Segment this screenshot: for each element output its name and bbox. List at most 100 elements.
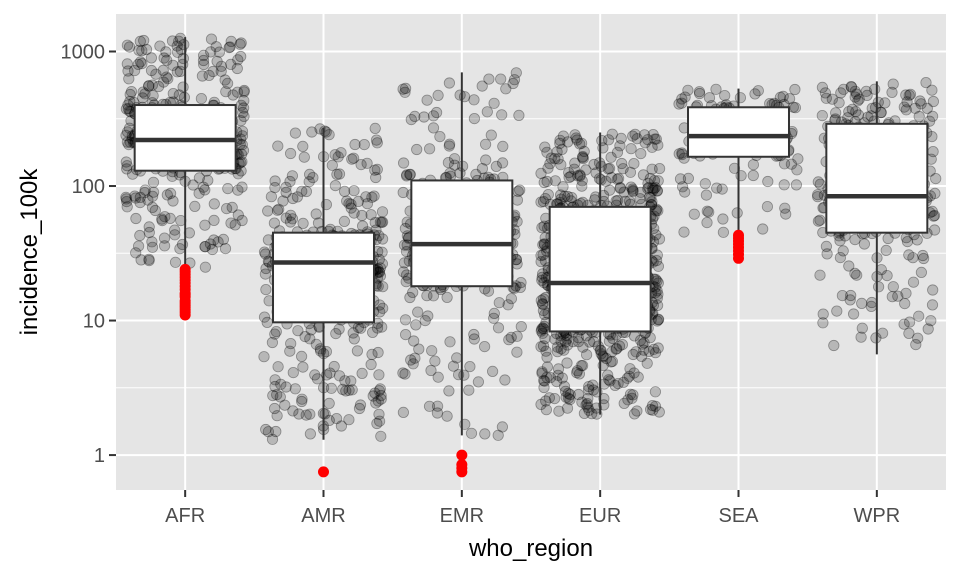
jitter-point xyxy=(638,129,651,141)
jitter-point xyxy=(674,173,687,185)
jitter-point xyxy=(472,376,484,388)
jitter-point xyxy=(875,106,887,119)
jitter-point xyxy=(259,248,272,260)
y-axis-title: incidence_100k xyxy=(16,168,43,336)
jitter-point xyxy=(333,323,345,335)
jitter-point xyxy=(554,134,566,146)
jitter-point xyxy=(292,325,304,337)
jitter-point xyxy=(352,195,364,207)
jitter-point xyxy=(370,171,382,184)
jitter-point xyxy=(637,169,650,181)
jitter-point xyxy=(920,77,932,89)
jitter-point xyxy=(551,341,564,353)
jitter-point xyxy=(555,335,567,347)
jitter-point xyxy=(465,427,478,439)
jitter-point xyxy=(231,62,243,75)
jitter-point xyxy=(549,333,561,345)
jitter-point xyxy=(411,143,423,156)
jitter-point xyxy=(562,392,575,404)
jitter-point xyxy=(208,214,220,226)
x-axis-ticks: AFR AMR EMR EUR SEA WPR xyxy=(165,490,900,527)
jitter-point xyxy=(866,296,878,309)
jitter-point xyxy=(710,83,722,95)
jitter-point xyxy=(917,252,930,265)
outlier-point xyxy=(733,229,744,241)
jitter-point xyxy=(338,185,351,197)
jitter-point xyxy=(238,84,250,97)
jitter-point xyxy=(223,41,235,54)
jitter-point xyxy=(651,285,663,297)
jitter-point xyxy=(333,168,346,180)
jitter-point xyxy=(397,266,410,278)
jitter-point xyxy=(167,88,179,100)
jitter-point xyxy=(296,393,308,405)
jitter-point xyxy=(561,402,574,414)
jitter-point xyxy=(606,355,619,367)
jitter-point xyxy=(505,293,517,305)
jitter-point xyxy=(901,96,913,108)
jitter-point xyxy=(537,298,549,310)
jitter-point xyxy=(422,310,434,322)
jitter-point xyxy=(846,103,858,115)
jitter-point xyxy=(397,83,409,95)
jitter-point xyxy=(262,426,274,438)
jitter-point xyxy=(431,400,444,412)
jitter-point xyxy=(236,139,248,151)
jitter-point xyxy=(196,70,208,82)
jitter-point xyxy=(558,344,570,356)
jitter-point xyxy=(582,384,595,396)
jitter-point xyxy=(165,187,177,199)
jitter-point xyxy=(284,175,296,188)
jitter-point xyxy=(915,98,927,110)
jitter-point xyxy=(649,347,662,359)
jitter-point xyxy=(236,130,249,142)
jitter-point xyxy=(195,93,207,105)
jitter-point xyxy=(158,232,171,244)
jitter-point xyxy=(160,71,173,83)
jitter-point xyxy=(816,110,828,122)
jitter-point xyxy=(373,415,386,427)
jitter-point xyxy=(618,397,630,409)
jitter-point xyxy=(136,45,148,57)
x-tick-label: EUR xyxy=(579,505,621,527)
jitter-point xyxy=(427,290,440,302)
jitter-point xyxy=(349,138,361,151)
jitter-point xyxy=(258,351,270,363)
jitter-point xyxy=(831,305,843,317)
jitter-point xyxy=(121,126,134,138)
jitter-point xyxy=(761,201,774,213)
jitter-point xyxy=(843,106,855,118)
jitter-point xyxy=(493,297,505,309)
jitter-point xyxy=(646,163,658,175)
jitter-point xyxy=(404,168,416,180)
jitter-point xyxy=(582,401,594,413)
jitter-point xyxy=(569,157,581,169)
jitter-point xyxy=(538,375,551,387)
jitter-point xyxy=(120,193,133,205)
jitter-point xyxy=(404,169,416,181)
jitter-point xyxy=(399,314,412,326)
jitter-point xyxy=(259,268,271,280)
jitter-point xyxy=(221,203,233,215)
jitter-point xyxy=(852,109,865,121)
jitter-point xyxy=(307,172,319,184)
jitter-point xyxy=(627,184,639,197)
jitter-point xyxy=(629,128,641,140)
jitter-point xyxy=(287,405,299,417)
jitter-point xyxy=(425,364,437,377)
jitter-point xyxy=(648,183,660,195)
jitter-point xyxy=(148,186,160,198)
jitter-point xyxy=(627,389,639,401)
jitter-point xyxy=(676,181,689,193)
jitter-point xyxy=(541,361,554,373)
jitter-point xyxy=(676,148,688,161)
jitter-point xyxy=(372,346,384,359)
jitter-point xyxy=(154,40,166,52)
jitter-point xyxy=(572,336,585,348)
jitter-point xyxy=(287,192,299,205)
jitter-point xyxy=(777,90,789,103)
jitter-point xyxy=(845,81,858,93)
jitter-point xyxy=(711,182,723,194)
jitter-point xyxy=(124,95,136,108)
jitter-point xyxy=(376,321,388,333)
